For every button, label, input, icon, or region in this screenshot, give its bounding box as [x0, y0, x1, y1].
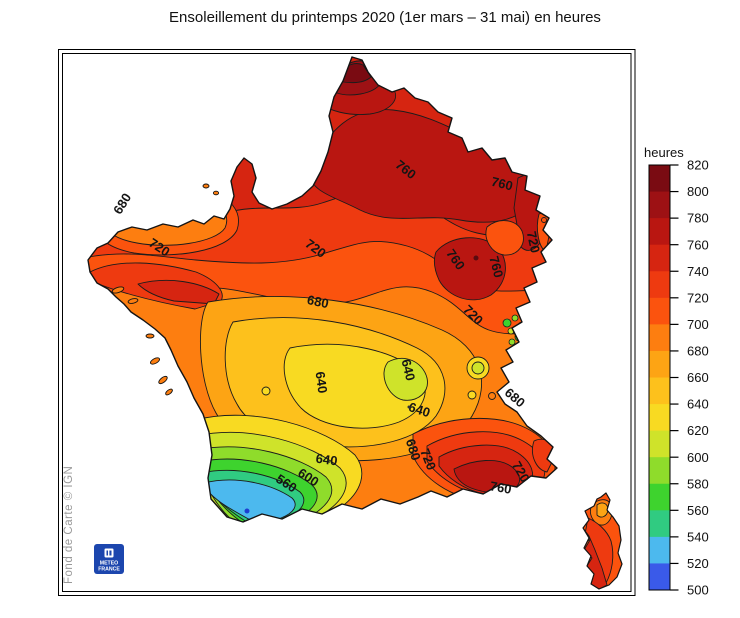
- band-520-540-southwest: [203, 479, 296, 522]
- contour-ring-680: [103, 197, 113, 205]
- legend-tick-label: 800: [687, 184, 709, 199]
- meteo-france-logo: METEO FRANCE: [94, 544, 124, 574]
- small-contour-ring: [541, 217, 547, 223]
- legend-segment: [649, 483, 670, 511]
- legend-segment: [649, 563, 670, 591]
- coastal-islands: [111, 183, 220, 396]
- corsica-outline: [582, 492, 623, 590]
- legend-segment: [649, 297, 670, 325]
- legend-segment: [649, 377, 670, 405]
- legend-segment: [649, 430, 670, 458]
- contour-label: 640: [315, 451, 339, 469]
- band-620-640-brittany-core: [140, 201, 154, 211]
- contour-label: 760: [486, 254, 506, 279]
- small-contour-ring: [488, 392, 496, 400]
- station-marker: [407, 405, 411, 409]
- corsica-band-660-680: [596, 502, 609, 518]
- legend-segment: [649, 271, 670, 299]
- map-attribution: Fond de Carte © IGN: [63, 466, 75, 584]
- contour-label: 640: [398, 358, 418, 383]
- contour-label: 760: [489, 478, 513, 497]
- legend-tick-label: 780: [687, 211, 709, 226]
- band-640-660-brittany-spot: [135, 197, 163, 217]
- legend-tick-label: 720: [687, 290, 709, 305]
- legend-tick-label: 760: [687, 237, 709, 252]
- station-marker: [473, 255, 479, 261]
- legend-tick-label: 520: [687, 556, 709, 571]
- band-600-620-alps-core: [471, 361, 485, 375]
- contour-label: 680: [110, 190, 134, 216]
- legend-tick-label: 680: [687, 344, 709, 359]
- contour-label: 720: [524, 230, 543, 254]
- legend-segment: [649, 191, 670, 219]
- legend-tick-label: 700: [687, 317, 709, 332]
- legend-tick-label: 640: [687, 397, 709, 412]
- legend-segment: [649, 244, 670, 272]
- legend-segment: [649, 404, 670, 432]
- band-600-620-center: [383, 358, 428, 401]
- legend-colorbar: 820 800 780 760 740 720 700 680 660 640 620 600 580 5…: [648, 158, 709, 598]
- band-660-680-brittany-spot: [128, 192, 172, 224]
- legend-segment: [649, 350, 670, 378]
- legend-segment: [649, 218, 670, 246]
- legend-unit-label: heures: [644, 145, 684, 160]
- station-marker: [244, 508, 250, 514]
- small-contour-ring: [467, 390, 477, 400]
- logo-line2: FRANCE: [98, 567, 120, 573]
- legend-segment: [649, 165, 670, 193]
- contour-label: 760: [490, 174, 515, 194]
- map-title: Ensoleillement du printemps 2020 (1er ma…: [169, 9, 601, 26]
- legend-segment: [649, 510, 670, 538]
- band-760-780-east2: [433, 237, 506, 301]
- corsica: [582, 492, 623, 590]
- small-contour-ring: [261, 386, 271, 396]
- legend-tick-label: 740: [687, 264, 709, 279]
- contour-label: 680: [306, 292, 330, 311]
- station-markers: [244, 255, 479, 514]
- legend-tick-label: 540: [687, 529, 709, 544]
- small-contour-ring: [544, 227, 550, 233]
- logo-line1: METEO: [100, 561, 118, 567]
- map-frame: [58, 49, 636, 596]
- band-700-720-alsace-inlier: [485, 220, 524, 256]
- legend-tick-label: 560: [687, 503, 709, 518]
- legend-tick-label: 620: [687, 423, 709, 438]
- contour-label: 640: [313, 371, 331, 395]
- legend-segment: [649, 324, 670, 352]
- band-740-760-brittany-south: [137, 279, 220, 305]
- legend-segment: [649, 457, 670, 485]
- contour-label: 680: [403, 437, 424, 462]
- legend-tick-label: 600: [687, 450, 709, 465]
- legend-tick-label: 820: [687, 158, 709, 173]
- legend-tick-label: 580: [687, 476, 709, 491]
- legend-tick-label: 660: [687, 370, 709, 385]
- france-outline: [87, 56, 558, 523]
- contour-label: 640: [407, 399, 432, 420]
- legend-segment: [649, 536, 670, 564]
- legend-tick-label: 500: [687, 583, 709, 598]
